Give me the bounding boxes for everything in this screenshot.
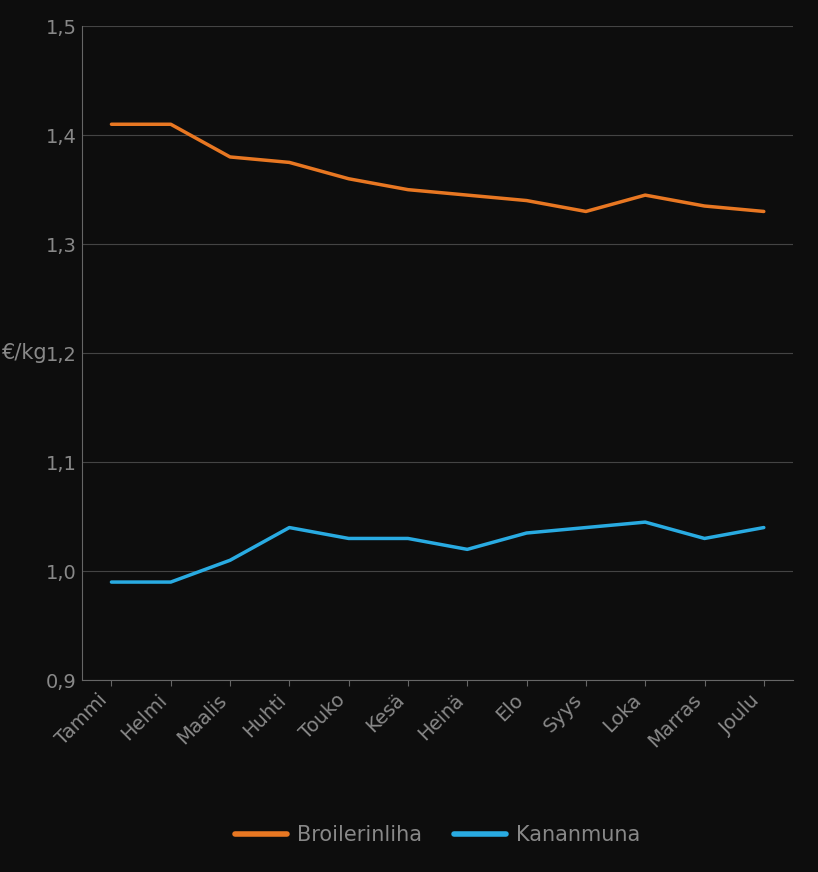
Broilerinliha (759, 207, 769, 217)
Kananmuna (462, 544, 472, 555)
Kananmuna (581, 522, 591, 533)
Line: Kananmuna: Kananmuna (111, 522, 764, 582)
Kananmuna (344, 533, 353, 544)
Kananmuna (403, 533, 413, 544)
Kananmuna (285, 522, 294, 533)
Broilerinliha (462, 190, 472, 201)
Kananmuna (699, 533, 709, 544)
Kananmuna (225, 555, 235, 565)
Broilerinliha (699, 201, 709, 211)
Broilerinliha (403, 185, 413, 195)
Broilerinliha (106, 119, 116, 130)
Kananmuna (166, 577, 176, 588)
Broilerinliha (225, 152, 235, 162)
Broilerinliha (640, 190, 650, 201)
Broilerinliha (166, 119, 176, 130)
Kananmuna (759, 522, 769, 533)
Broilerinliha (285, 157, 294, 167)
Line: Broilerinliha: Broilerinliha (111, 125, 764, 212)
Kananmuna (640, 517, 650, 528)
Kananmuna (106, 577, 116, 588)
Broilerinliha (581, 207, 591, 217)
Kananmuna (522, 528, 532, 538)
Broilerinliha (522, 195, 532, 206)
Broilerinliha (344, 174, 353, 184)
Legend: Broilerinliha, Kananmuna: Broilerinliha, Kananmuna (227, 816, 649, 853)
Y-axis label: €/kg: €/kg (2, 344, 48, 363)
